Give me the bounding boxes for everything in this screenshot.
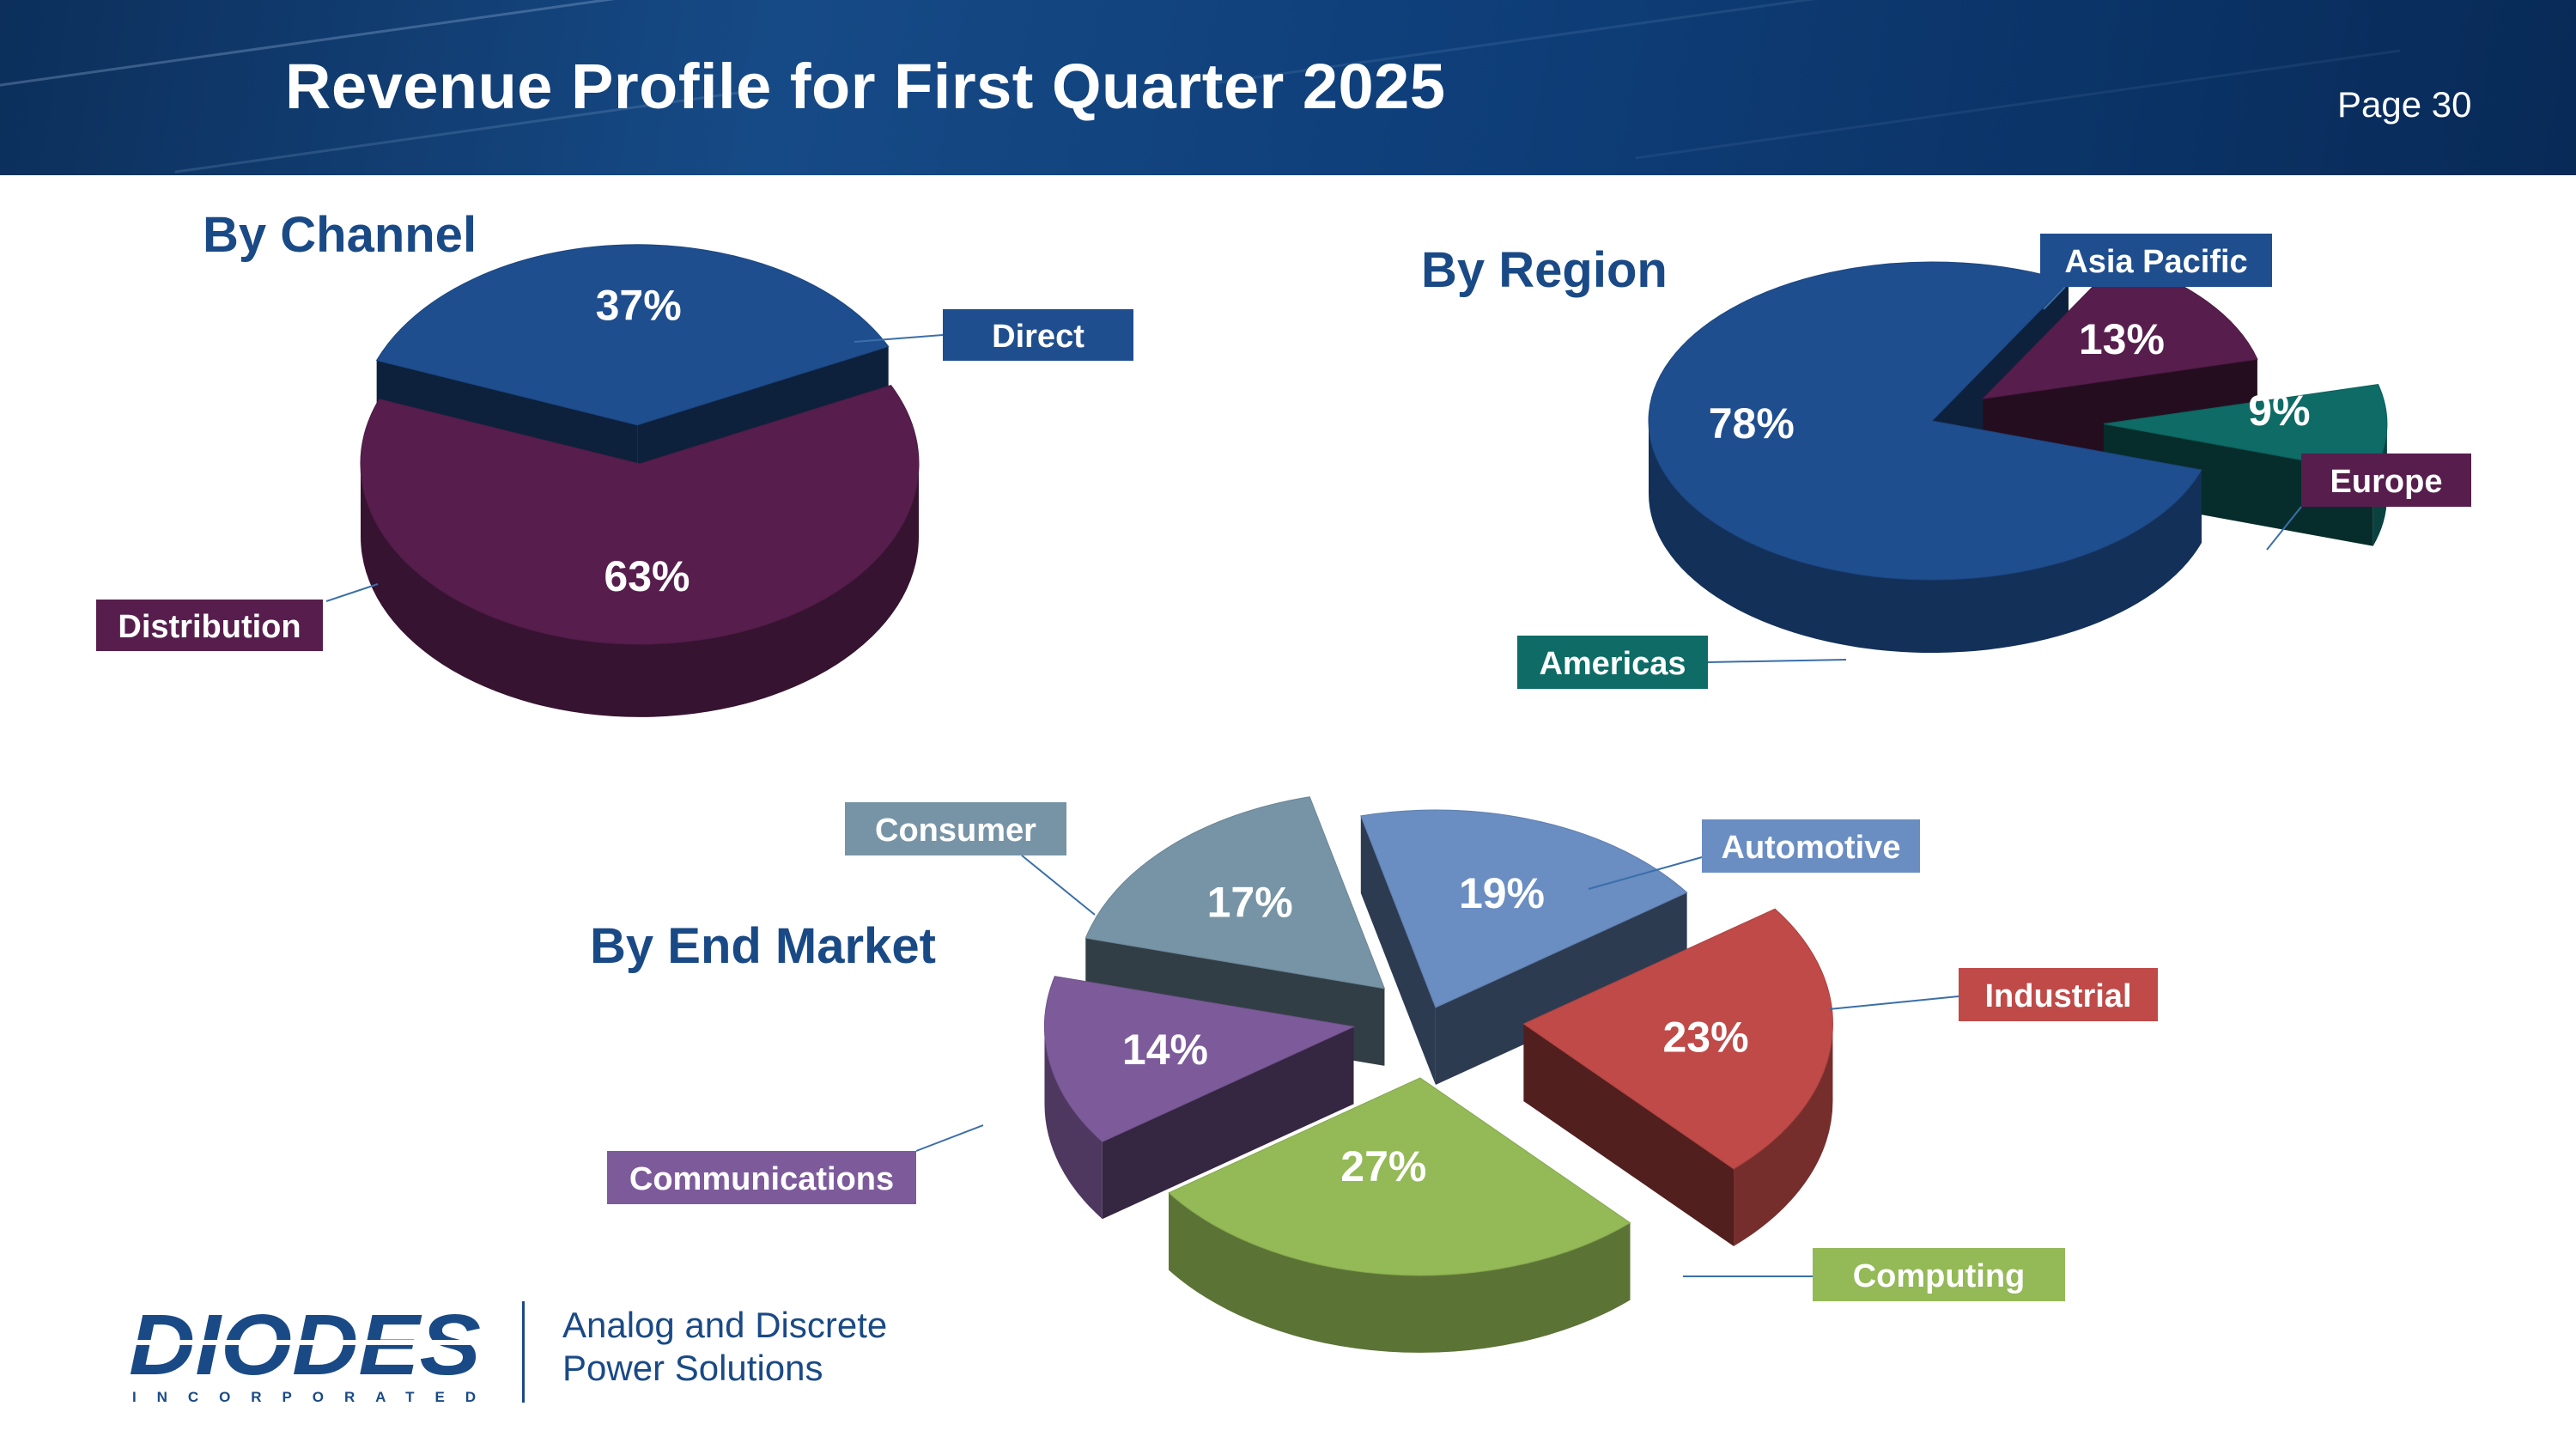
channel-leader-direct [854,334,944,343]
market-industrial-rim [1734,1024,1833,1246]
market-legend-automotive: Automotive [1722,830,1901,866]
region-pct-americas: 9% [2248,387,2310,435]
market-pct-automotive: 19% [1459,869,1545,917]
market-legend-box-automotive [1702,819,1920,873]
channel-legend-distribution: Distribution [118,609,301,645]
market-slice-industrial [1522,908,1833,1170]
market-slice-computing [1168,1077,1631,1276]
region-pie-chart: 78% 13% 9% Asia Pacific Europe Americas [1517,234,2471,689]
channel-slice-direct [375,244,890,426]
channel-distribution-rim [361,464,919,717]
market-pct-communications: 14% [1122,1026,1208,1074]
region-leader-americas [1707,659,1847,663]
region-leader-europe [2266,506,2302,551]
region-pct-asia-pacific: 78% [1709,399,1795,447]
market-legend-box-computing [1813,1248,2065,1301]
market-legend-computing: Computing [1853,1258,2026,1294]
market-slice-automotive [1360,809,1688,1008]
channel-legend-box-distribution [96,600,323,651]
diodes-logo: DIODES INCORPORATED [129,1306,485,1405]
region-slice-asia-pacific [1648,261,2202,581]
channel-slice-distribution [360,385,920,645]
market-leader-communications [915,1124,984,1152]
channel-legend-box-direct [943,309,1133,361]
market-automotive-wall-start [1360,815,1436,1086]
region-legend-box-europe [2301,454,2471,507]
market-pct-industrial: 23% [1662,1014,1748,1062]
market-legend-consumer: Consumer [875,813,1036,849]
market-pct-computing: 27% [1340,1142,1426,1190]
tagline-line-1: Analog and Discrete [562,1305,888,1345]
market-slice-communications [1043,976,1356,1142]
market-leader-consumer [1021,855,1096,916]
page-title: Revenue Profile for First Quarter 2025 [285,51,1446,122]
end-market-chart-title: By End Market [590,918,936,974]
tagline-line-2: Power Solutions [562,1348,823,1388]
region-chart-title: By Region [1421,242,1668,298]
market-slice-consumer [1084,796,1386,989]
header-banner: Revenue Profile for First Quarter 2025 P… [0,0,2576,175]
market-computing-rim [1169,1192,1631,1353]
market-legend-industrial: Industrial [1984,978,2131,1014]
channel-legend-direct: Direct [992,319,1084,355]
region-asia-pacific-rim [1649,421,2202,653]
channel-chart-title: By Channel [203,207,477,263]
tagline: Analog and Discrete Power Solutions [562,1304,887,1390]
end-market-pie-chart: 19% 23% 27% 14% 17% Automotive Industrial Compu… [607,796,2158,1353]
logo-wordmark: DIODES [129,1306,481,1393]
region-legend-americas: Americas [1539,646,1686,682]
region-pct-europe: 13% [2079,315,2165,363]
channel-pct-distribution: 63% [604,552,690,600]
market-leader-automotive [1588,856,1703,890]
market-industrial-wall-end [1523,1024,1735,1246]
page-number: Page 30 [2337,84,2472,125]
region-legend-box-asia-pacific [2040,234,2272,287]
channel-leader-distribution [325,583,379,602]
channel-pie-chart: 37% 63% Direct Distribution [96,244,1133,717]
market-legend-communications: Communications [629,1161,894,1197]
market-leader-industrial [1828,995,1959,1010]
market-pct-consumer: 17% [1207,878,1293,926]
region-legend-box-americas [1517,636,1708,689]
region-leader-asia-pacific [2043,286,2066,310]
region-legend-europe: Europe [2330,464,2443,500]
region-legend-asia-pacific: Asia Pacific [2064,244,2247,280]
market-automotive-wall-end [1435,892,1687,1086]
region-americas-wall-end [2103,423,2373,546]
market-legend-box-consumer [845,802,1066,855]
channel-pct-direct: 37% [596,282,682,330]
footer-divider [522,1301,525,1403]
market-legend-box-communications [607,1151,916,1204]
market-legend-box-industrial [1959,968,2158,1021]
market-communications-wall-start [1102,1026,1354,1220]
market-communications-rim [1044,1026,1103,1220]
